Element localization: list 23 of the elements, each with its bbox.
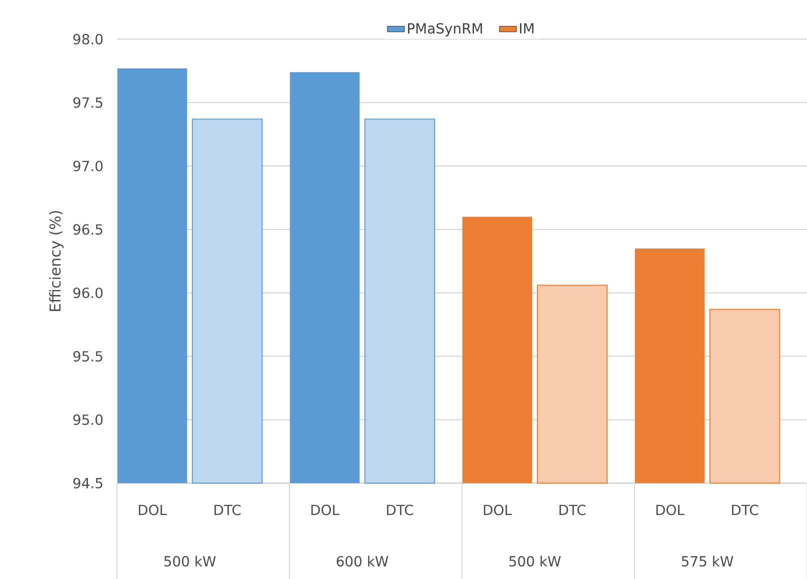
text: 600 kW — [336, 556, 388, 567]
y-tick-label: 96.5 — [73, 224, 102, 235]
y-axis-title: Efficiency (%) — [49, 211, 64, 311]
x-tick-label: DTC — [732, 504, 758, 516]
text: 500 kW — [509, 556, 561, 567]
x-tick-label: DOL — [138, 504, 167, 516]
x-tick-label: DTC — [560, 504, 586, 516]
x-tick-label: DTC — [214, 504, 241, 516]
y-tick-label: 97.5 — [73, 97, 102, 108]
legend-label: IM — [520, 23, 534, 34]
x-tick-label: DTC — [387, 504, 414, 516]
y-tick-label: 98.0 — [73, 34, 103, 44]
x-tick-label: DOL — [311, 504, 340, 516]
x-tick-label: DOL — [484, 504, 512, 516]
legend-label: PMaSynRM — [408, 23, 482, 36]
text: 575 kW — [682, 556, 734, 567]
y-tick-label: 95.0 — [73, 414, 103, 425]
text: 500 kW — [164, 556, 216, 567]
y-tick-label: 96.0 — [73, 288, 103, 298]
y-tick-label: 94.5 — [73, 478, 102, 488]
y-tick-label: 95.5 — [73, 351, 102, 362]
y-tick-label: 97.0 — [73, 160, 103, 172]
x-tick-label: DOL — [656, 504, 684, 516]
